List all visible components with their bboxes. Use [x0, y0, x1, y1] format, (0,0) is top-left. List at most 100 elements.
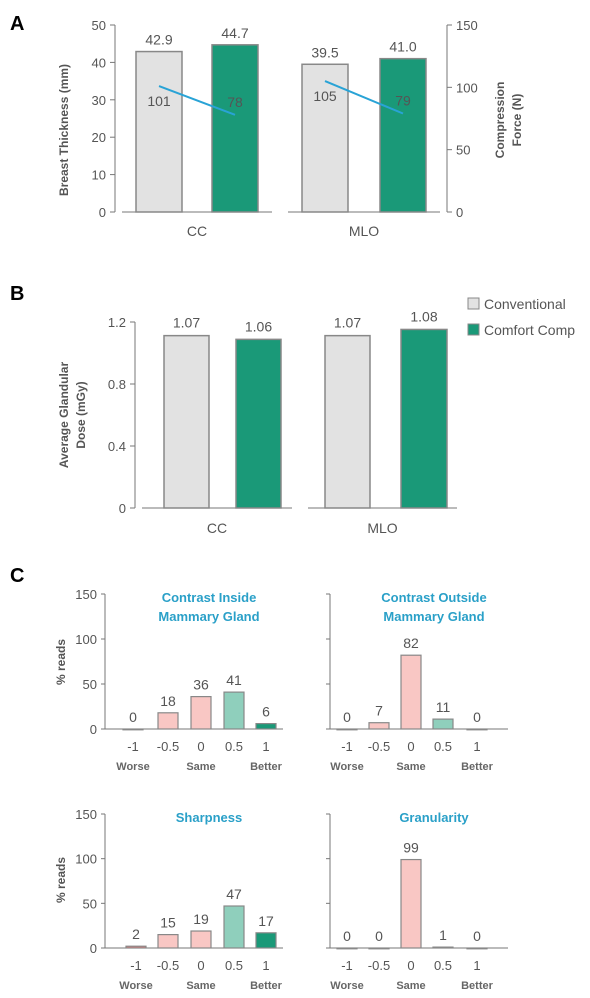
legend-swatch-comfort: [467, 323, 480, 336]
panel-c-bar: [223, 905, 245, 949]
panel-c-bar-label: 82: [403, 635, 419, 651]
panel-a-force-label: 101: [147, 93, 171, 109]
panel-c-category-label: 0.5: [434, 958, 452, 973]
panel-a-bar-label: 42.9: [145, 32, 172, 48]
panel-a-y2tick-label: 100: [456, 80, 478, 95]
panel-c-bar-label: 6: [262, 704, 270, 720]
panel-c-scale-better: Better: [461, 980, 494, 992]
panel-c-category-label: 0.5: [225, 739, 243, 754]
panel-c-bar: [336, 728, 358, 731]
panel-b-ylabel-1: Average Glandular: [57, 362, 71, 469]
panel-a-category-label: CC: [187, 223, 207, 239]
panel-c-bar: [466, 947, 488, 950]
panel-c-scale-better: Better: [250, 980, 283, 992]
panel-c-ytick-label: 50: [83, 677, 97, 692]
panel-c-ytick-label: 0: [90, 941, 97, 956]
panel-c-category-label: 0.5: [434, 739, 452, 754]
panel-a-bar: [135, 50, 183, 213]
panel-a-y2tick-label: 150: [456, 18, 478, 33]
panel-c-category-label: -0.5: [368, 739, 390, 754]
panel-a-y2tick-label: 50: [456, 143, 470, 158]
panel-c-category-label: 0: [197, 958, 204, 973]
legend-swatch-conventional: [467, 297, 480, 310]
panel-a-ytick-label: 30: [92, 93, 106, 108]
panel-c-category-label: -0.5: [157, 739, 179, 754]
panel-c-category-label: -1: [341, 739, 353, 754]
panel-a-category-label: MLO: [349, 223, 379, 239]
panel-a-force-line: [158, 85, 236, 116]
panel-c-scale-same: Same: [186, 761, 215, 773]
panel-c-bar-label: 0: [343, 709, 351, 725]
panel-c-bar-label: 19: [193, 911, 209, 927]
panel-c-bar-label: 41: [226, 672, 242, 688]
panel-b-ytick-label: 0: [119, 501, 126, 516]
panel-a-force-label: 105: [313, 88, 337, 104]
panel-c-ylabel-top: % reads: [54, 639, 68, 685]
panel-c-ytick-label: 100: [75, 852, 97, 867]
panel-a-bar: [379, 57, 427, 213]
panel-c-bar: [336, 947, 358, 950]
panel-c-bar-label: 1: [439, 927, 447, 943]
panel-c-category-label: 1: [473, 739, 480, 754]
panel-c-subplot-title: Granularity: [399, 810, 469, 825]
panel-c-bar-label: 0: [375, 928, 383, 944]
panel-a-force-line: [324, 80, 404, 115]
panel-a-bar-label: 44.7: [221, 25, 248, 41]
panel-c-category-label: 1: [262, 739, 269, 754]
panel-a-ytick-label: 10: [92, 168, 106, 183]
panel-c-scale-worse: Worse: [330, 761, 363, 773]
panel-c-scale-same: Same: [186, 980, 215, 992]
panel-c-bar-label: 2: [132, 926, 140, 942]
panel-c-bar: [255, 932, 277, 949]
panel-c-scale-worse: Worse: [330, 980, 363, 992]
panel-c-category-label: 0.5: [225, 958, 243, 973]
panel-c-bar-label: 99: [403, 840, 419, 856]
panel-letter-b: B: [10, 283, 24, 305]
panel-c-category-label: -1: [341, 958, 353, 973]
panel-b-ytick-label: 0.4: [108, 439, 126, 454]
panel-c-scale-same: Same: [396, 980, 425, 992]
panel-c-bar-label: 17: [258, 913, 274, 929]
panel-c-category-label: -0.5: [368, 958, 390, 973]
panel-a-y2label-1: Compression: [493, 82, 507, 159]
panel-c-category-label: -1: [127, 739, 139, 754]
panel-c-scale-better: Better: [250, 761, 283, 773]
panel-letter-c: C: [10, 565, 24, 587]
panel-c-bar-label: 7: [375, 703, 383, 719]
panel-a-bar: [301, 63, 349, 213]
legend-label-comfort: Comfort Comp: [484, 322, 575, 338]
panel-b-bar: [400, 328, 448, 509]
panel-c-scale-worse: Worse: [116, 761, 149, 773]
panel-a-ytick-label: 20: [92, 130, 106, 145]
panel-c-scale-worse: Worse: [119, 980, 152, 992]
panel-c-category-label: 0: [197, 739, 204, 754]
panel-c-bar: [157, 712, 179, 730]
panel-c-subplot-title: Contrast Outside: [381, 590, 486, 605]
panel-b-ytick-label: 1.2: [108, 315, 126, 330]
panel-c-category-label: 0: [407, 739, 414, 754]
panel-c-bar-label: 18: [160, 693, 176, 709]
panel-c-ytick-label: 150: [75, 587, 97, 602]
panel-c-ytick-label: 100: [75, 632, 97, 647]
panel-c-ylabel-bottom: % reads: [54, 857, 68, 903]
panel-c-bar-label: 15: [160, 915, 176, 931]
panel-a-ytick-label: 40: [92, 55, 106, 70]
panel-c-category-label: -1: [130, 958, 142, 973]
panel-c-bar-label: 47: [226, 886, 242, 902]
panel-c-bar-label: 0: [343, 928, 351, 944]
panel-b-bar-label: 1.08: [410, 308, 437, 324]
panel-c-bar: [255, 722, 277, 730]
panel-c-bar: [157, 933, 179, 949]
panel-c-subplot-title: Sharpness: [176, 810, 242, 825]
panel-c-bar: [125, 945, 147, 949]
panel-c-category-label: 1: [262, 958, 269, 973]
panel-c-category-label: 0: [407, 958, 414, 973]
panel-b-bar-label: 1.07: [173, 315, 200, 331]
panel-a-force-label: 79: [395, 93, 411, 109]
panel-c-scale-same: Same: [396, 761, 425, 773]
panel-a-force-label: 78: [227, 94, 243, 110]
panel-b-bar: [163, 334, 210, 509]
panel-b-ytick-label: 0.8: [108, 377, 126, 392]
panel-c-bar-label: 0: [473, 709, 481, 725]
panel-c-bar: [223, 691, 245, 730]
